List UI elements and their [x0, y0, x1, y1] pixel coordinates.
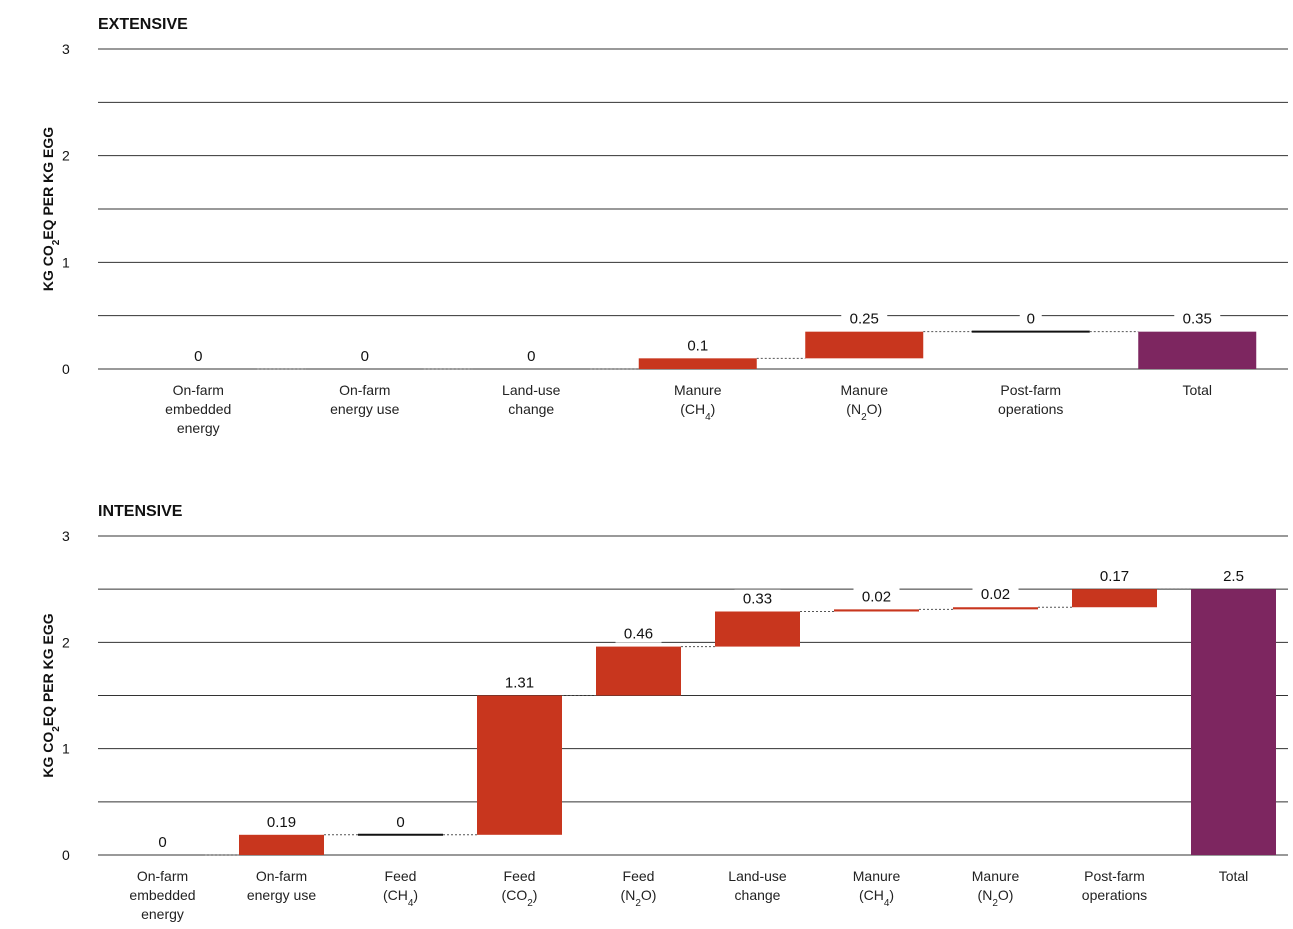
chart-title: INTENSIVE: [98, 503, 183, 520]
data-label-bg: [853, 587, 900, 606]
y-tick-label: 3: [62, 41, 70, 57]
bar: [834, 609, 919, 612]
data-label-bg: [615, 624, 662, 643]
category-label: (N2O): [846, 401, 882, 423]
category-label: Post-farm: [1000, 382, 1061, 398]
category-label: Manure: [972, 868, 1020, 884]
data-label: 0: [361, 348, 369, 365]
data-label-bg: [353, 347, 376, 365]
category-label: Feed: [385, 868, 417, 884]
category-label: On-farm: [173, 382, 224, 398]
data-label: 0.46: [624, 626, 653, 643]
category-label: (CH4): [383, 887, 418, 909]
category-label: Manure: [841, 382, 889, 398]
data-label: 0.17: [1100, 568, 1129, 585]
bar: [715, 611, 800, 647]
category-label: (CH4): [859, 887, 894, 909]
category-label: change: [735, 887, 781, 903]
data-label: 0.33: [743, 590, 772, 607]
data-label: 0.19: [267, 814, 296, 831]
gridlines: [98, 48, 1288, 370]
category-label: Feed: [623, 868, 655, 884]
category-label: operations: [1082, 887, 1147, 903]
data-label: 0.02: [862, 588, 891, 605]
data-label-bg: [496, 673, 543, 692]
bar: [1072, 589, 1157, 608]
data-label-bg: [1091, 567, 1138, 586]
data-label-bg: [520, 347, 543, 365]
y-tick-label: 2: [62, 634, 70, 650]
data-label: 0.1: [687, 337, 708, 354]
data-label-bg: [389, 812, 412, 831]
category-label: energy use: [330, 401, 399, 417]
chart-title: EXTENSIVE: [98, 16, 188, 33]
y-axis-label: KG CO2EQ PER KG EGG: [40, 127, 62, 291]
data-label: 0: [396, 814, 404, 831]
total-bar: [1191, 589, 1276, 855]
data-label: 1.31: [505, 675, 534, 692]
category-label: Land-use: [502, 382, 561, 398]
category-label: (N2O): [621, 887, 657, 909]
data-label-bg: [734, 589, 781, 608]
data-label: 0.35: [1183, 311, 1212, 328]
bar: [477, 695, 562, 835]
category-label: Total: [1219, 868, 1249, 884]
category-label: Total: [1182, 382, 1212, 398]
data-label-bg: [1214, 567, 1253, 586]
chart-panel-extensive: EXTENSIVE 0 1 2 3 KG CO2EQ PER KG EGG 0 On-farm…: [40, 16, 1288, 436]
category-label: (CH4): [680, 401, 715, 423]
data-label: 0.02: [981, 586, 1010, 603]
data-label-bg: [678, 336, 717, 355]
data-label-bg: [972, 585, 1019, 604]
category-label: energy use: [247, 887, 316, 903]
bar: [239, 834, 324, 855]
data-label-bg: [841, 309, 888, 328]
category-label: Land-use: [728, 868, 787, 884]
data-label: 0: [158, 834, 166, 851]
data-label-bg: [258, 812, 305, 831]
category-label: (CO2): [502, 887, 538, 909]
bar: [805, 331, 924, 359]
y-tick-label: 3: [62, 528, 70, 544]
data-label: 2.5: [1223, 568, 1244, 585]
category-label: energy: [177, 420, 220, 436]
y-axis-label: KG CO2EQ PER KG EGG: [40, 613, 62, 777]
data-label: 0.25: [850, 311, 879, 328]
category-label: Feed: [504, 868, 536, 884]
data-label: 0: [1027, 311, 1035, 328]
category-label: (N2O): [978, 887, 1014, 909]
bar: [638, 358, 757, 369]
y-tick-label: 2: [62, 148, 70, 164]
category-label: On-farm: [256, 868, 307, 884]
category-label: Manure: [674, 382, 722, 398]
category-label: energy: [141, 906, 184, 922]
y-tick-label: 1: [62, 254, 70, 270]
category-label: On-farm: [339, 382, 390, 398]
data-label-bg: [187, 347, 210, 365]
y-tick-label: 0: [62, 847, 70, 863]
data-label-bg: [1019, 309, 1042, 328]
total-bar: [1138, 331, 1257, 369]
bar: [596, 646, 681, 696]
chart-panel-intensive: INTENSIVE 0 1 2 3 KG CO2EQ PER KG EGG 0 On-farm…: [40, 503, 1288, 922]
data-label-bg: [151, 833, 174, 851]
data-label: 0: [194, 348, 202, 365]
category-label: change: [508, 401, 554, 417]
y-tick-label: 1: [62, 741, 70, 757]
category-label: embedded: [165, 401, 231, 417]
category-label: Manure: [853, 868, 901, 884]
category-label: embedded: [129, 887, 195, 903]
gridlines: [98, 535, 1288, 856]
bar: [953, 607, 1038, 610]
data-label: 0: [527, 348, 535, 365]
category-label: Post-farm: [1084, 868, 1145, 884]
data-label-bg: [1174, 309, 1221, 328]
category-label: operations: [998, 401, 1063, 417]
category-label: On-farm: [137, 868, 188, 884]
y-tick-label: 0: [62, 361, 70, 377]
